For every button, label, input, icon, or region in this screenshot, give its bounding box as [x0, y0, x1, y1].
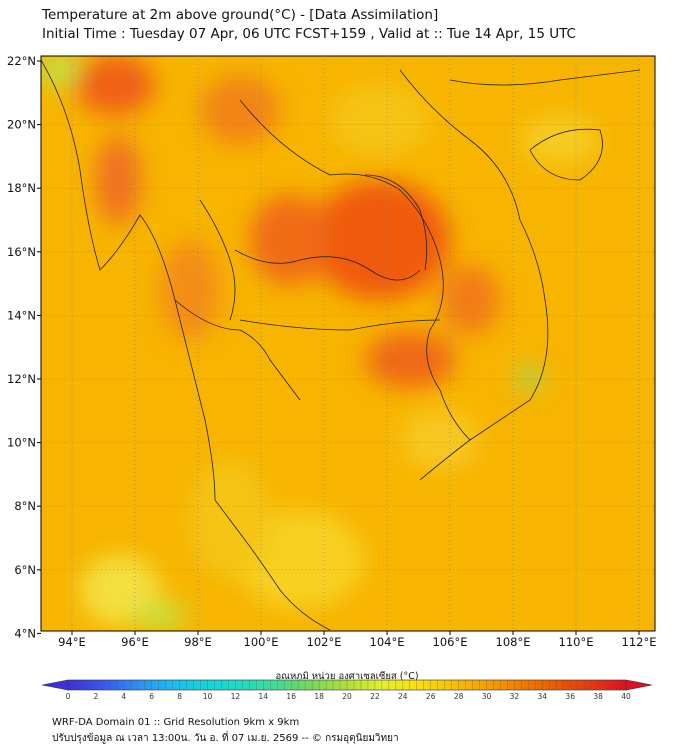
lat-tick-label: 22°N — [7, 54, 36, 68]
colorbar-tick-label: 20 — [342, 692, 352, 701]
colorbar-tick-label: 8 — [177, 692, 182, 701]
colorbar-tick-label: 0 — [66, 692, 71, 701]
colorbar-tick-label: 12 — [231, 692, 241, 701]
lon-tick-label: 104°E — [370, 635, 405, 649]
colorbar-min-arrow — [41, 679, 69, 691]
lat-tick-label: 6°N — [14, 563, 36, 577]
colorbar-max-arrow — [625, 679, 653, 691]
colorbar-tick-label: 24 — [398, 692, 408, 701]
footer-grid-info: WRF-DA Domain 01 :: Grid Resolution 9km … — [52, 717, 300, 728]
lat-tick-label: 12°N — [7, 372, 36, 386]
colorbar-tick-label: 40 — [621, 692, 631, 701]
colorbar-tick-label: 38 — [593, 692, 603, 701]
colorbar-tick-label: 30 — [482, 692, 492, 701]
colorbar-tick-label: 28 — [454, 692, 464, 701]
lat-tick-label: 14°N — [7, 308, 36, 322]
colorbar-tick-label: 6 — [149, 692, 154, 701]
map-frame — [40, 55, 656, 632]
country-borders — [41, 59, 641, 631]
lat-tick-label: 10°N — [7, 436, 36, 450]
lat-tick-label: 4°N — [14, 626, 36, 640]
colorbar-tick-label: 36 — [565, 692, 575, 701]
colorbar-tick-label: 18 — [314, 692, 324, 701]
colorbar — [41, 679, 653, 691]
map-subtitle: Initial Time : Tuesday 07 Apr, 06 UTC FC… — [42, 26, 576, 42]
lat-tick-label: 20°N — [7, 118, 36, 132]
map-title: Temperature at 2m above ground(°C) - [Da… — [42, 7, 439, 23]
lon-tick-label: 96°E — [121, 635, 149, 649]
colorbar-tick-label: 34 — [538, 692, 548, 701]
lon-tick-label: 110°E — [559, 635, 594, 649]
lat-tick-label: 16°N — [7, 245, 36, 259]
lon-tick-label: 94°E — [58, 635, 86, 649]
lon-tick-label: 98°E — [184, 635, 212, 649]
colorbar-label: อุณหภูมิ หน่วย องศาเซลเซียส (°C) — [275, 670, 418, 682]
lat-tick-label: 18°N — [7, 181, 36, 195]
lon-tick-label: 112°E — [622, 635, 657, 649]
lon-tick-label: 108°E — [496, 635, 531, 649]
colorbar-tick-label: 32 — [510, 692, 520, 701]
lon-tick-label: 102°E — [307, 635, 342, 649]
lon-tick-label: 100°E — [244, 635, 279, 649]
colorbar-tick-label: 4 — [121, 692, 126, 701]
lon-tick-label: 106°E — [433, 635, 468, 649]
colorbar-tick-label: 14 — [259, 692, 269, 701]
footer-update-info: ปรับปรุงข้อมูล ณ เวลา 13:00น. วัน อ. ที่… — [52, 733, 399, 744]
colorbar-tick-label: 10 — [203, 692, 213, 701]
colorbar-tick-label: 16 — [286, 692, 296, 701]
colorbar-tick-label: 2 — [94, 692, 99, 701]
lat-tick-label: 8°N — [14, 499, 36, 513]
colorbar-tick-label: 26 — [426, 692, 436, 701]
graticule — [37, 56, 655, 635]
colorbar-tick-label: 22 — [370, 692, 380, 701]
